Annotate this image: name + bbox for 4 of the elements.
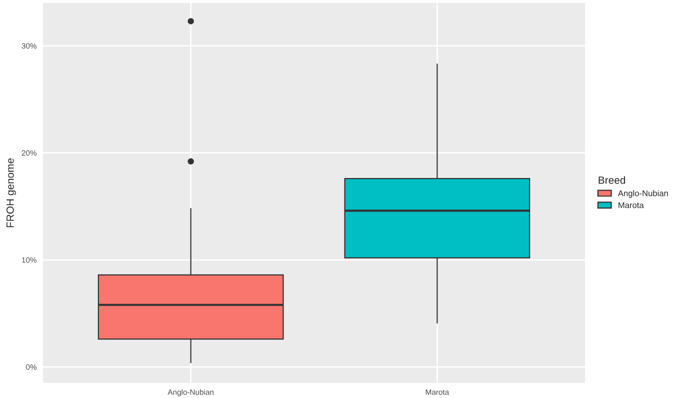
legend-label: Anglo-Nubian — [618, 190, 668, 198]
legend-title: Breed — [598, 176, 626, 184]
legend-label: Marota — [618, 202, 644, 208]
y-axis-title: FROH genome — [6, 158, 16, 228]
